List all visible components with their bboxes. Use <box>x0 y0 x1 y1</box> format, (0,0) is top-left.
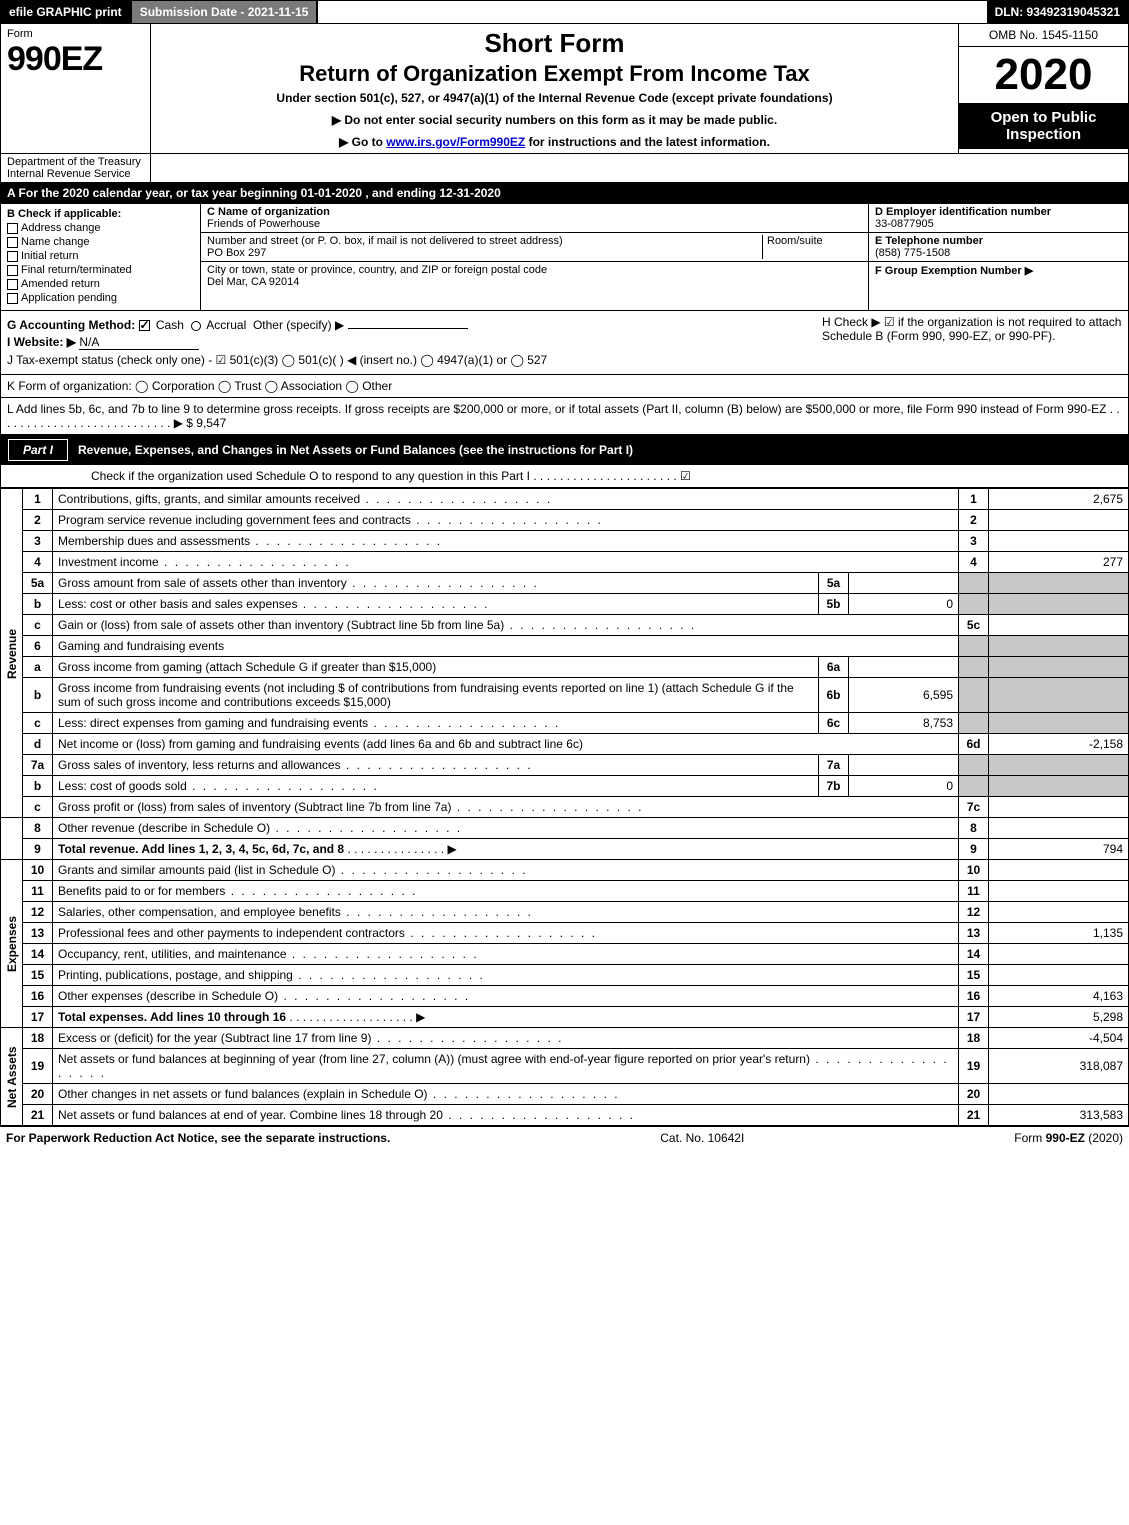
line-a-tax-year: A For the 2020 calendar year, or tax yea… <box>0 183 1129 204</box>
short-form-title: Short Form <box>161 28 948 59</box>
open-to-public: Open to Public Inspection <box>959 103 1128 149</box>
line-1-value: 2,675 <box>989 489 1129 510</box>
department: Department of the Treasury Internal Reve… <box>1 154 151 182</box>
name-change-checkbox[interactable] <box>7 237 18 248</box>
return-title: Return of Organization Exempt From Incom… <box>161 61 948 87</box>
line-4-value: 277 <box>989 552 1129 573</box>
line-5b-value: 0 <box>849 594 959 615</box>
c-label: C Name of organization <box>207 206 330 218</box>
line-17-value: 5,298 <box>989 1007 1129 1028</box>
org-address: PO Box 297 <box>207 247 266 259</box>
paperwork-notice: For Paperwork Reduction Act Notice, see … <box>6 1131 390 1145</box>
check-b-column: B Check if applicable: Address change Na… <box>1 204 201 310</box>
under-section: Under section 501(c), 527, or 4947(a)(1)… <box>161 91 948 105</box>
org-info-block: B Check if applicable: Address change Na… <box>0 204 1129 311</box>
line-13-value: 1,135 <box>989 923 1129 944</box>
line-7b-value: 0 <box>849 776 959 797</box>
lines-g-l: G Accounting Method: Cash Accrual Other … <box>0 311 1129 375</box>
dln: DLN: 93492319045321 <box>987 1 1128 23</box>
line-18-value: -4,504 <box>989 1028 1129 1049</box>
line-h: H Check ▶ ☑ if the organization is not r… <box>822 315 1122 370</box>
website: N/A <box>79 335 199 350</box>
form-id-footer: Form 990-EZ (2020) <box>1014 1131 1123 1145</box>
accrual-radio[interactable] <box>191 321 201 331</box>
e-label: E Telephone number <box>875 235 983 247</box>
line-6b-value: 6,595 <box>849 678 959 713</box>
line-19-value: 318,087 <box>989 1049 1129 1084</box>
addr-label: Number and street (or P. O. box, if mail… <box>207 235 563 247</box>
cash-checkbox[interactable] <box>139 320 150 331</box>
goto-line: ▶ Go to www.irs.gov/Form990EZ for instru… <box>161 135 948 149</box>
f-label: F Group Exemption Number ▶ <box>875 265 1033 277</box>
omb-number: OMB No. 1545-1150 <box>959 24 1128 47</box>
org-name: Friends of Powerhouse <box>207 218 320 230</box>
ssn-warning: ▶ Do not enter social security numbers o… <box>161 113 948 127</box>
cat-no: Cat. No. 10642I <box>660 1131 744 1145</box>
line-k: K Form of organization: ◯ Corporation ◯ … <box>0 375 1129 398</box>
amended-return-checkbox[interactable] <box>7 279 18 290</box>
page-footer: For Paperwork Reduction Act Notice, see … <box>0 1126 1129 1149</box>
line-21-value: 313,583 <box>989 1105 1129 1126</box>
line-6c-value: 8,753 <box>849 713 959 734</box>
net-assets-side-label: Net Assets <box>1 1028 23 1126</box>
part-1-header: Part I Revenue, Expenses, and Changes in… <box>0 435 1129 465</box>
form-number: 990EZ <box>7 40 144 79</box>
line-16-value: 4,163 <box>989 986 1129 1007</box>
top-bar: efile GRAPHIC print Submission Date - 20… <box>0 0 1129 24</box>
part-1-sub: Check if the organization used Schedule … <box>0 465 1129 488</box>
revenue-side-label: Revenue <box>1 489 23 818</box>
tax-year: 2020 <box>959 47 1128 103</box>
form-header: Form 990EZ Short Form Return of Organiza… <box>0 24 1129 154</box>
phone: (858) 775-1508 <box>875 247 950 259</box>
part-1-table: Revenue 1 Contributions, gifts, grants, … <box>0 488 1129 1126</box>
line-j: J Tax-exempt status (check only one) - ☑… <box>7 353 822 367</box>
irs-link[interactable]: www.irs.gov/Form990EZ <box>386 135 525 149</box>
room-suite: Room/suite <box>762 235 862 259</box>
city-label: City or town, state or province, country… <box>207 264 547 276</box>
org-city: Del Mar, CA 92014 <box>207 276 299 288</box>
address-change-checkbox[interactable] <box>7 223 18 234</box>
expenses-side-label: Expenses <box>1 860 23 1028</box>
line-6d-value: -2,158 <box>989 734 1129 755</box>
d-label: D Employer identification number <box>875 206 1051 218</box>
line-9-value: 794 <box>989 839 1129 860</box>
submission-date: Submission Date - 2021-11-15 <box>132 1 319 23</box>
initial-return-checkbox[interactable] <box>7 251 18 262</box>
form-label: Form <box>7 28 144 40</box>
line-l: L Add lines 5b, 6c, and 7b to line 9 to … <box>0 398 1129 435</box>
efile-print-button[interactable]: efile GRAPHIC print <box>1 1 132 23</box>
application-pending-checkbox[interactable] <box>7 293 18 304</box>
final-return-checkbox[interactable] <box>7 265 18 276</box>
ein: 33-0877905 <box>875 218 934 230</box>
